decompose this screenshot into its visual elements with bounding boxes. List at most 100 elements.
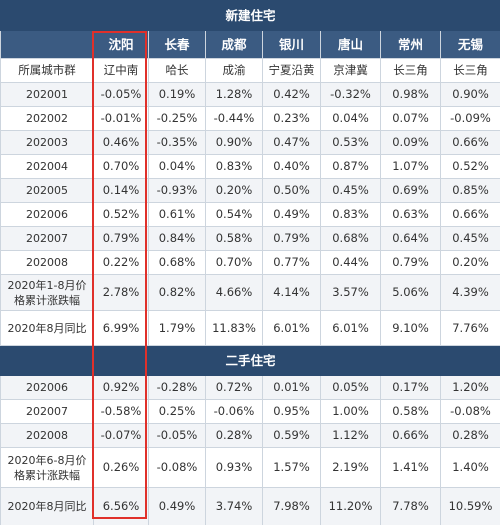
table-row: 202006 0.52% 0.61% 0.54% 0.49% 0.83% 0.63% 0.66… xyxy=(0,202,500,227)
value-cell: 10.59% xyxy=(439,487,500,525)
region-cell: 长三角 xyxy=(439,58,500,83)
value-cell: 1.07% xyxy=(380,154,441,179)
value-cell: 2.19% xyxy=(320,447,381,488)
value-cell: 3.74% xyxy=(205,487,263,525)
corner-cell xyxy=(0,30,94,59)
value-cell: 0.66% xyxy=(439,202,500,227)
value-cell: 0.45% xyxy=(439,226,500,251)
row-label: 202007 xyxy=(0,399,94,424)
value-cell: 1.79% xyxy=(148,310,206,346)
value-cell: 6.99% xyxy=(93,310,149,346)
value-cell: 0.40% xyxy=(262,154,321,179)
value-cell: 0.90% xyxy=(205,130,263,155)
row-label: 2020年8月同比 xyxy=(0,310,94,346)
table-row: 202004 0.70% 0.04% 0.83% 0.40% 0.87% 1.07% 0.52… xyxy=(0,154,500,179)
section-title: 二手住宅 xyxy=(0,345,500,376)
row-label: 202001 xyxy=(0,82,94,107)
value-cell: -0.93% xyxy=(148,178,206,203)
value-cell: 0.09% xyxy=(380,130,441,155)
value-cell: 0.66% xyxy=(439,130,500,155)
value-cell: 0.14% xyxy=(93,178,149,203)
value-cell: 7.78% xyxy=(380,487,441,525)
table-row: 202001 -0.05% 0.19% 1.28% 0.42% -0.32% 0.98% 0.… xyxy=(0,82,500,107)
value-cell: 0.90% xyxy=(439,82,500,107)
value-cell: 0.87% xyxy=(320,154,381,179)
table-row: 2020年8月同比 6.99% 1.79% 11.83% 6.01% 6.01% 9.10%… xyxy=(0,310,500,346)
value-cell: 0.17% xyxy=(380,375,441,400)
value-cell: 0.44% xyxy=(320,250,381,275)
value-cell: 0.70% xyxy=(205,250,263,275)
table-row: 202006 0.92% -0.28% 0.72% 0.01% 0.05% 0.17% 1.2… xyxy=(0,375,500,400)
value-cell: -0.05% xyxy=(148,423,206,448)
value-cell: 0.42% xyxy=(262,82,321,107)
value-cell: 6.01% xyxy=(262,310,321,346)
value-cell: 6.01% xyxy=(320,310,381,346)
value-cell: 9.10% xyxy=(380,310,441,346)
table-row: 202007 0.79% 0.84% 0.58% 0.79% 0.68% 0.64% 0.45… xyxy=(0,226,500,251)
value-cell: 0.61% xyxy=(148,202,206,227)
value-cell: 0.68% xyxy=(148,250,206,275)
value-cell: 0.92% xyxy=(93,375,149,400)
row-label: 202006 xyxy=(0,202,94,227)
value-cell: 0.82% xyxy=(148,274,206,311)
value-cell: 0.53% xyxy=(320,130,381,155)
value-cell: 0.20% xyxy=(439,250,500,275)
value-cell: 0.83% xyxy=(205,154,263,179)
value-cell: 11.83% xyxy=(205,310,263,346)
value-cell: 11.20% xyxy=(320,487,381,525)
value-cell: 4.66% xyxy=(205,274,263,311)
value-cell: 5.06% xyxy=(380,274,441,311)
row-label: 202004 xyxy=(0,154,94,179)
value-cell: -0.01% xyxy=(93,106,149,131)
table-row: 202002 -0.01% -0.25% -0.44% 0.23% 0.04% 0.07% -… xyxy=(0,106,500,131)
value-cell: 0.25% xyxy=(148,399,206,424)
value-cell: -0.09% xyxy=(439,106,500,131)
region-cell: 成渝 xyxy=(205,58,263,83)
table-row: 2020年8月同比 6.56% 0.49% 3.74% 7.98% 11.20% 7.78%… xyxy=(0,487,500,525)
value-cell: 0.26% xyxy=(93,447,149,488)
column-header: 银川 xyxy=(262,30,321,59)
column-header: 唐山 xyxy=(320,30,381,59)
value-cell: 0.79% xyxy=(262,226,321,251)
value-cell: 0.84% xyxy=(148,226,206,251)
value-cell: 0.22% xyxy=(93,250,149,275)
value-cell: 0.45% xyxy=(320,178,381,203)
value-cell: 2.78% xyxy=(93,274,149,311)
value-cell: 0.79% xyxy=(380,250,441,275)
value-cell: 4.14% xyxy=(262,274,321,311)
value-cell: 0.47% xyxy=(262,130,321,155)
value-cell: 0.66% xyxy=(380,423,441,448)
value-cell: 0.52% xyxy=(93,202,149,227)
value-cell: 0.68% xyxy=(320,226,381,251)
value-cell: 4.39% xyxy=(439,274,500,311)
value-cell: 0.58% xyxy=(380,399,441,424)
value-cell: 0.05% xyxy=(320,375,381,400)
value-cell: 0.49% xyxy=(148,487,206,525)
row-label: 2020年1-8月价格累计涨跌幅 xyxy=(0,274,94,311)
table-row: 2020年6-8月价格累计涨跌幅 0.26% -0.08% 0.93% 1.57% 2.1… xyxy=(0,447,500,488)
value-cell: 0.85% xyxy=(439,178,500,203)
table-row: 202003 0.46% -0.35% 0.90% 0.47% 0.53% 0.09% 0.6… xyxy=(0,130,500,155)
region-cell: 宁夏沿黄 xyxy=(262,58,321,83)
value-cell: 1.41% xyxy=(380,447,441,488)
value-cell: 0.79% xyxy=(93,226,149,251)
value-cell: 0.54% xyxy=(205,202,263,227)
value-cell: 3.57% xyxy=(320,274,381,311)
row-label: 202005 xyxy=(0,178,94,203)
table-row: 202008 0.22% 0.68% 0.70% 0.77% 0.44% 0.79% 0.20… xyxy=(0,250,500,275)
column-header: 沈阳 xyxy=(93,30,149,59)
value-cell: 7.76% xyxy=(439,310,500,346)
value-cell: 0.59% xyxy=(262,423,321,448)
row-label: 202007 xyxy=(0,226,94,251)
region-cell: 哈长 xyxy=(148,58,206,83)
value-cell: 0.46% xyxy=(93,130,149,155)
column-header: 长春 xyxy=(148,30,206,59)
table-row: 所属城市群 辽中南 哈长 成渝 宁夏沿黄 京津冀 长三角 长三角 xyxy=(0,58,500,83)
value-cell: 0.28% xyxy=(439,423,500,448)
value-cell: 0.04% xyxy=(320,106,381,131)
value-cell: 1.40% xyxy=(439,447,500,488)
row-label: 202003 xyxy=(0,130,94,155)
value-cell: 0.23% xyxy=(262,106,321,131)
value-cell: -0.08% xyxy=(439,399,500,424)
